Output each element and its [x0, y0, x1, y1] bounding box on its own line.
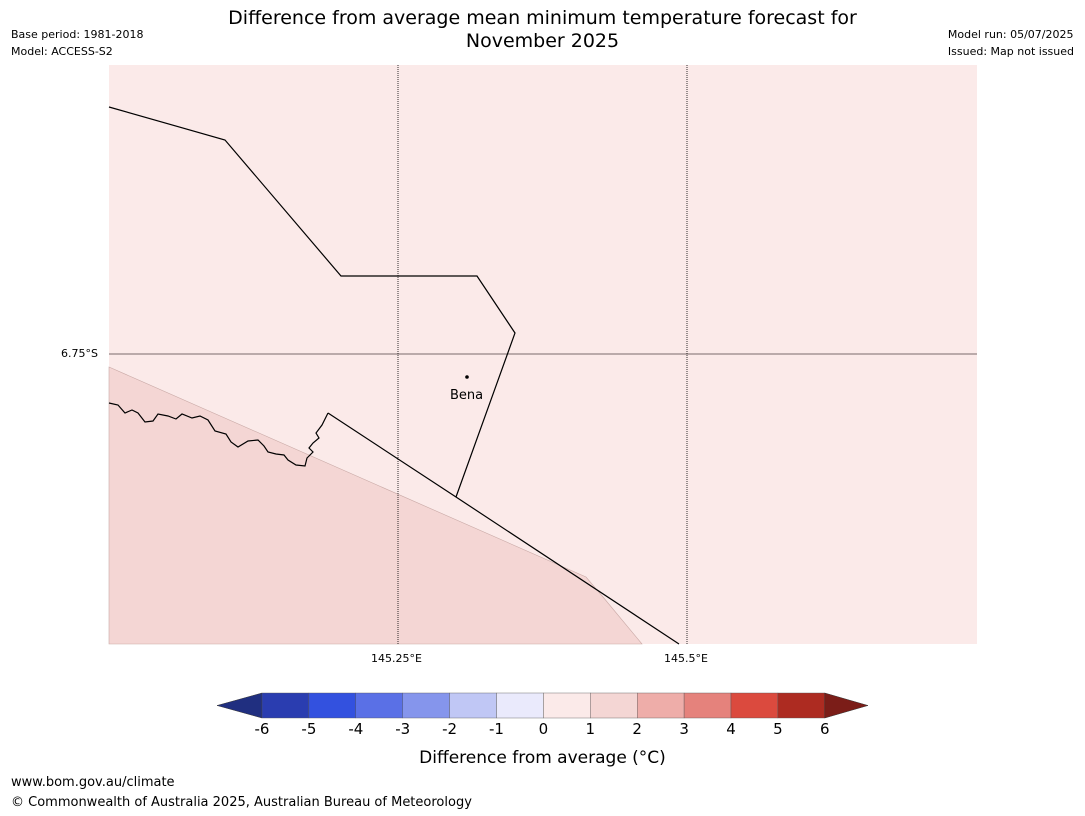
colorbar-tick-label: -1 — [489, 720, 504, 738]
footer-copyright: © Commonwealth of Australia 2025, Austra… — [11, 795, 472, 810]
colorbar-tick-label: -5 — [301, 720, 317, 738]
map-title-line2: November 2025 — [465, 30, 620, 52]
colorbar-tick-label: -6 — [254, 720, 270, 738]
colorbar-tick-label: 4 — [726, 720, 736, 738]
map-title-line1: Difference from average mean minimum tem… — [228, 7, 857, 29]
colorbar-band — [777, 692, 826, 719]
map-region-band-1-2 — [108, 366, 643, 645]
footer-url: www.bom.gov.au/climate — [11, 775, 175, 790]
colorbar-arrow-low — [216, 692, 263, 719]
colorbar-tick-label: 5 — [773, 720, 783, 738]
colorbar-band — [402, 692, 450, 719]
map-title: Difference from average mean minimum tem… — [0, 7, 1085, 53]
colorbar-band — [449, 692, 497, 719]
colorbar-band — [590, 692, 638, 719]
colorbar-tick-label: 0 — [538, 720, 549, 738]
colorbar-arrow-high — [824, 692, 869, 719]
colorbar-tick-label: -3 — [395, 720, 411, 738]
longitude-label-2: 145.5°E — [664, 652, 708, 665]
place-label-bena: Bena — [450, 388, 484, 403]
colorbar-band — [261, 692, 310, 719]
place-marker — [465, 375, 469, 379]
colorbar-band — [730, 692, 779, 719]
base-period-label: Base period: 1981-2018 — [11, 28, 144, 41]
model-label: Model: ACCESS-S2 — [11, 45, 113, 58]
colorbar-tick-label: -2 — [442, 720, 458, 738]
colorbar — [216, 692, 869, 719]
province-boundary — [108, 106, 516, 498]
colorbar-band — [683, 692, 732, 719]
colorbar-band — [543, 692, 591, 719]
colorbar-tick-label: 2 — [632, 720, 642, 738]
colorbar-title: Difference from average (°C) — [419, 748, 666, 768]
colorbar-tick-label: -4 — [348, 720, 364, 738]
colorbar-band — [496, 692, 544, 719]
header-meta-left: Base period: 1981-2018 Model: ACCESS-S2 — [11, 26, 143, 60]
model-run-label: Model run: 05/07/2025 — [947, 28, 1074, 41]
province-boundary-west — [108, 402, 329, 467]
header-meta-right: Model run: 05/07/2025 Issued: Map not is… — [948, 26, 1074, 60]
province-boundary-south — [327, 412, 680, 645]
colorbar-tick-label: 3 — [679, 720, 689, 738]
colorbar-band — [308, 692, 356, 719]
colorbar-tick-label: 1 — [585, 720, 596, 738]
longitude-label-1: 145.25°E — [371, 652, 422, 665]
latitude-label: 6.75°S — [61, 347, 98, 360]
colorbar-tick-label: 6 — [820, 720, 830, 738]
colorbar-band — [355, 692, 403, 719]
colorbar-band — [637, 692, 685, 719]
issued-label: Issued: Map not issued — [947, 45, 1074, 58]
